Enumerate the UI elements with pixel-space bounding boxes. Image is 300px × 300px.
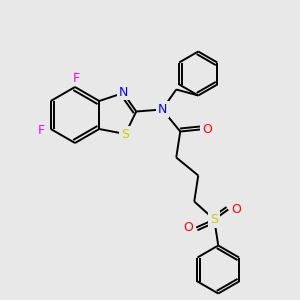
Text: O: O: [183, 221, 193, 234]
Text: F: F: [72, 71, 80, 85]
Text: S: S: [121, 128, 129, 140]
Text: N: N: [118, 85, 128, 98]
Text: N: N: [158, 103, 167, 116]
Text: S: S: [210, 213, 218, 226]
Text: F: F: [38, 124, 45, 136]
Text: O: O: [202, 123, 212, 136]
Text: O: O: [231, 203, 241, 216]
